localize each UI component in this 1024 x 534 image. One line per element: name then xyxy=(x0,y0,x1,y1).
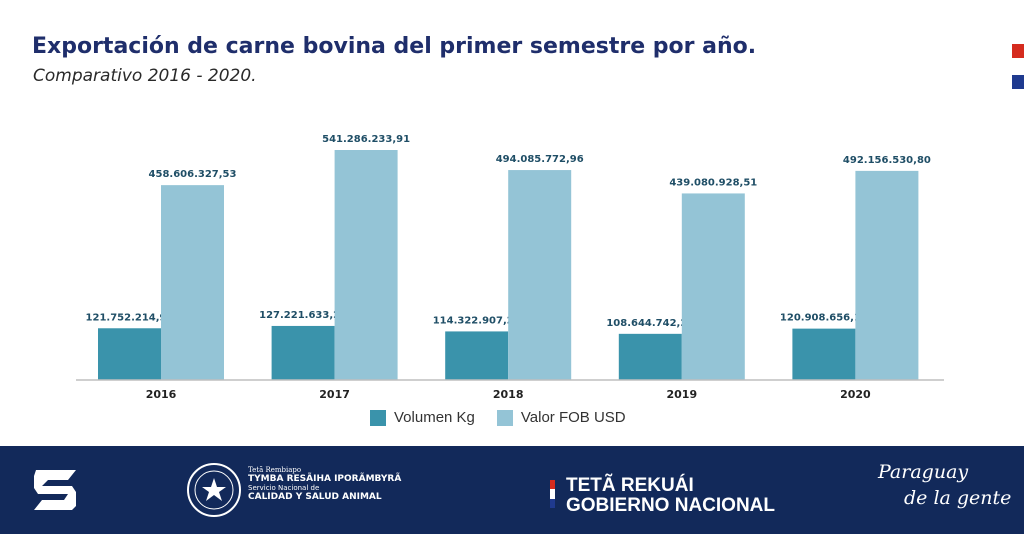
legend-item-volumen: Volumen Kg xyxy=(370,409,475,426)
bar-chart: 121.752.214,98 458.606.327,53 2016 127.221.… xyxy=(76,134,944,401)
x-tick-label-2018: 2018 xyxy=(493,388,524,401)
slogan-line2: de la gente xyxy=(904,486,1012,509)
senacsa-line1: Tetã Rembiapo xyxy=(248,466,302,474)
bar-valor-2019 xyxy=(681,193,745,380)
legend-label-valor: Valor FOB USD xyxy=(520,409,626,426)
data-label-volumen-2020: 120.908.656,10 xyxy=(780,313,868,324)
bar-volumen-2020 xyxy=(792,328,856,380)
senacsa-line4: CALIDAD Y SALUD ANIMAL xyxy=(248,492,382,503)
flag-blue-stripe xyxy=(1012,75,1024,89)
gobierno-flag-icon xyxy=(550,480,555,508)
legend-label-volumen: Volumen Kg xyxy=(394,409,475,426)
chart-legend: Volumen Kg Valor FOB USD xyxy=(370,409,648,426)
x-tick-label-2016: 2016 xyxy=(146,388,177,401)
legend-item-valor: Valor FOB USD xyxy=(496,409,626,426)
gobierno-line2: GOBIERNO NACIONAL xyxy=(566,494,775,516)
bar-volumen-2018 xyxy=(445,331,509,380)
senacsa-text: Tetã Rembiapo TYMBA RESÃIHA IPORÃMBYRÃ S… xyxy=(248,466,401,503)
data-label-valor-2019: 439.080.928,51 xyxy=(669,177,757,188)
bar-valor-2018 xyxy=(508,170,572,380)
flag-red-stripe xyxy=(1012,44,1024,58)
x-tick-label-2020: 2020 xyxy=(840,388,871,401)
data-label-valor-2018: 494.085.772,96 xyxy=(496,154,584,165)
senacsa-line3: Servicio Nacional de xyxy=(248,484,320,493)
senacsa-line2: TYMBA RESÃIHA IPORÃMBYRÃ xyxy=(248,474,402,485)
data-label-volumen-2016: 121.752.214,98 xyxy=(86,312,174,323)
gobierno-line1: TETÃ REKUÁI xyxy=(566,475,694,496)
slogan-text: Paraguay de la gente xyxy=(878,460,1011,511)
chart-title: Exportación de carne bovina del primer s… xyxy=(32,34,757,59)
data-label-volumen-2017: 127.221.633,25 xyxy=(259,310,347,321)
data-label-volumen-2018: 114.322.907,22 xyxy=(433,315,521,326)
x-tick-label-2019: 2019 xyxy=(666,388,697,401)
chart-subtitle: Comparativo 2016 - 2020. xyxy=(33,66,257,86)
national-seal-icon xyxy=(187,463,241,517)
footer-bar: Tetã Rembiapo TYMBA RESÃIHA IPORÃMBYRÃ S… xyxy=(0,446,1024,534)
gobierno-nacional-text: TETÃ REKUÁI GOBIERNO NACIONAL xyxy=(566,476,775,516)
legend-swatch-valor xyxy=(496,409,513,426)
bar-volumen-2017 xyxy=(271,325,335,380)
data-label-valor-2020: 492.156.530,80 xyxy=(843,155,931,166)
bar-valor-2017 xyxy=(334,150,398,380)
senacsa-s-logo-icon xyxy=(34,470,76,510)
legend-swatch-volumen xyxy=(370,409,386,426)
data-label-valor-2017: 541.286.233,91 xyxy=(322,134,410,145)
data-label-volumen-2019: 108.644.742,25 xyxy=(606,318,694,329)
bar-valor-2020 xyxy=(855,170,919,380)
slogan-line1: Paraguay xyxy=(878,461,969,483)
bar-volumen-2019 xyxy=(618,333,682,380)
x-tick-label-2017: 2017 xyxy=(319,388,350,401)
bar-valor-2016 xyxy=(161,185,224,380)
bar-volumen-2016 xyxy=(98,328,161,380)
data-label-valor-2016: 458.606.327,53 xyxy=(149,169,237,180)
